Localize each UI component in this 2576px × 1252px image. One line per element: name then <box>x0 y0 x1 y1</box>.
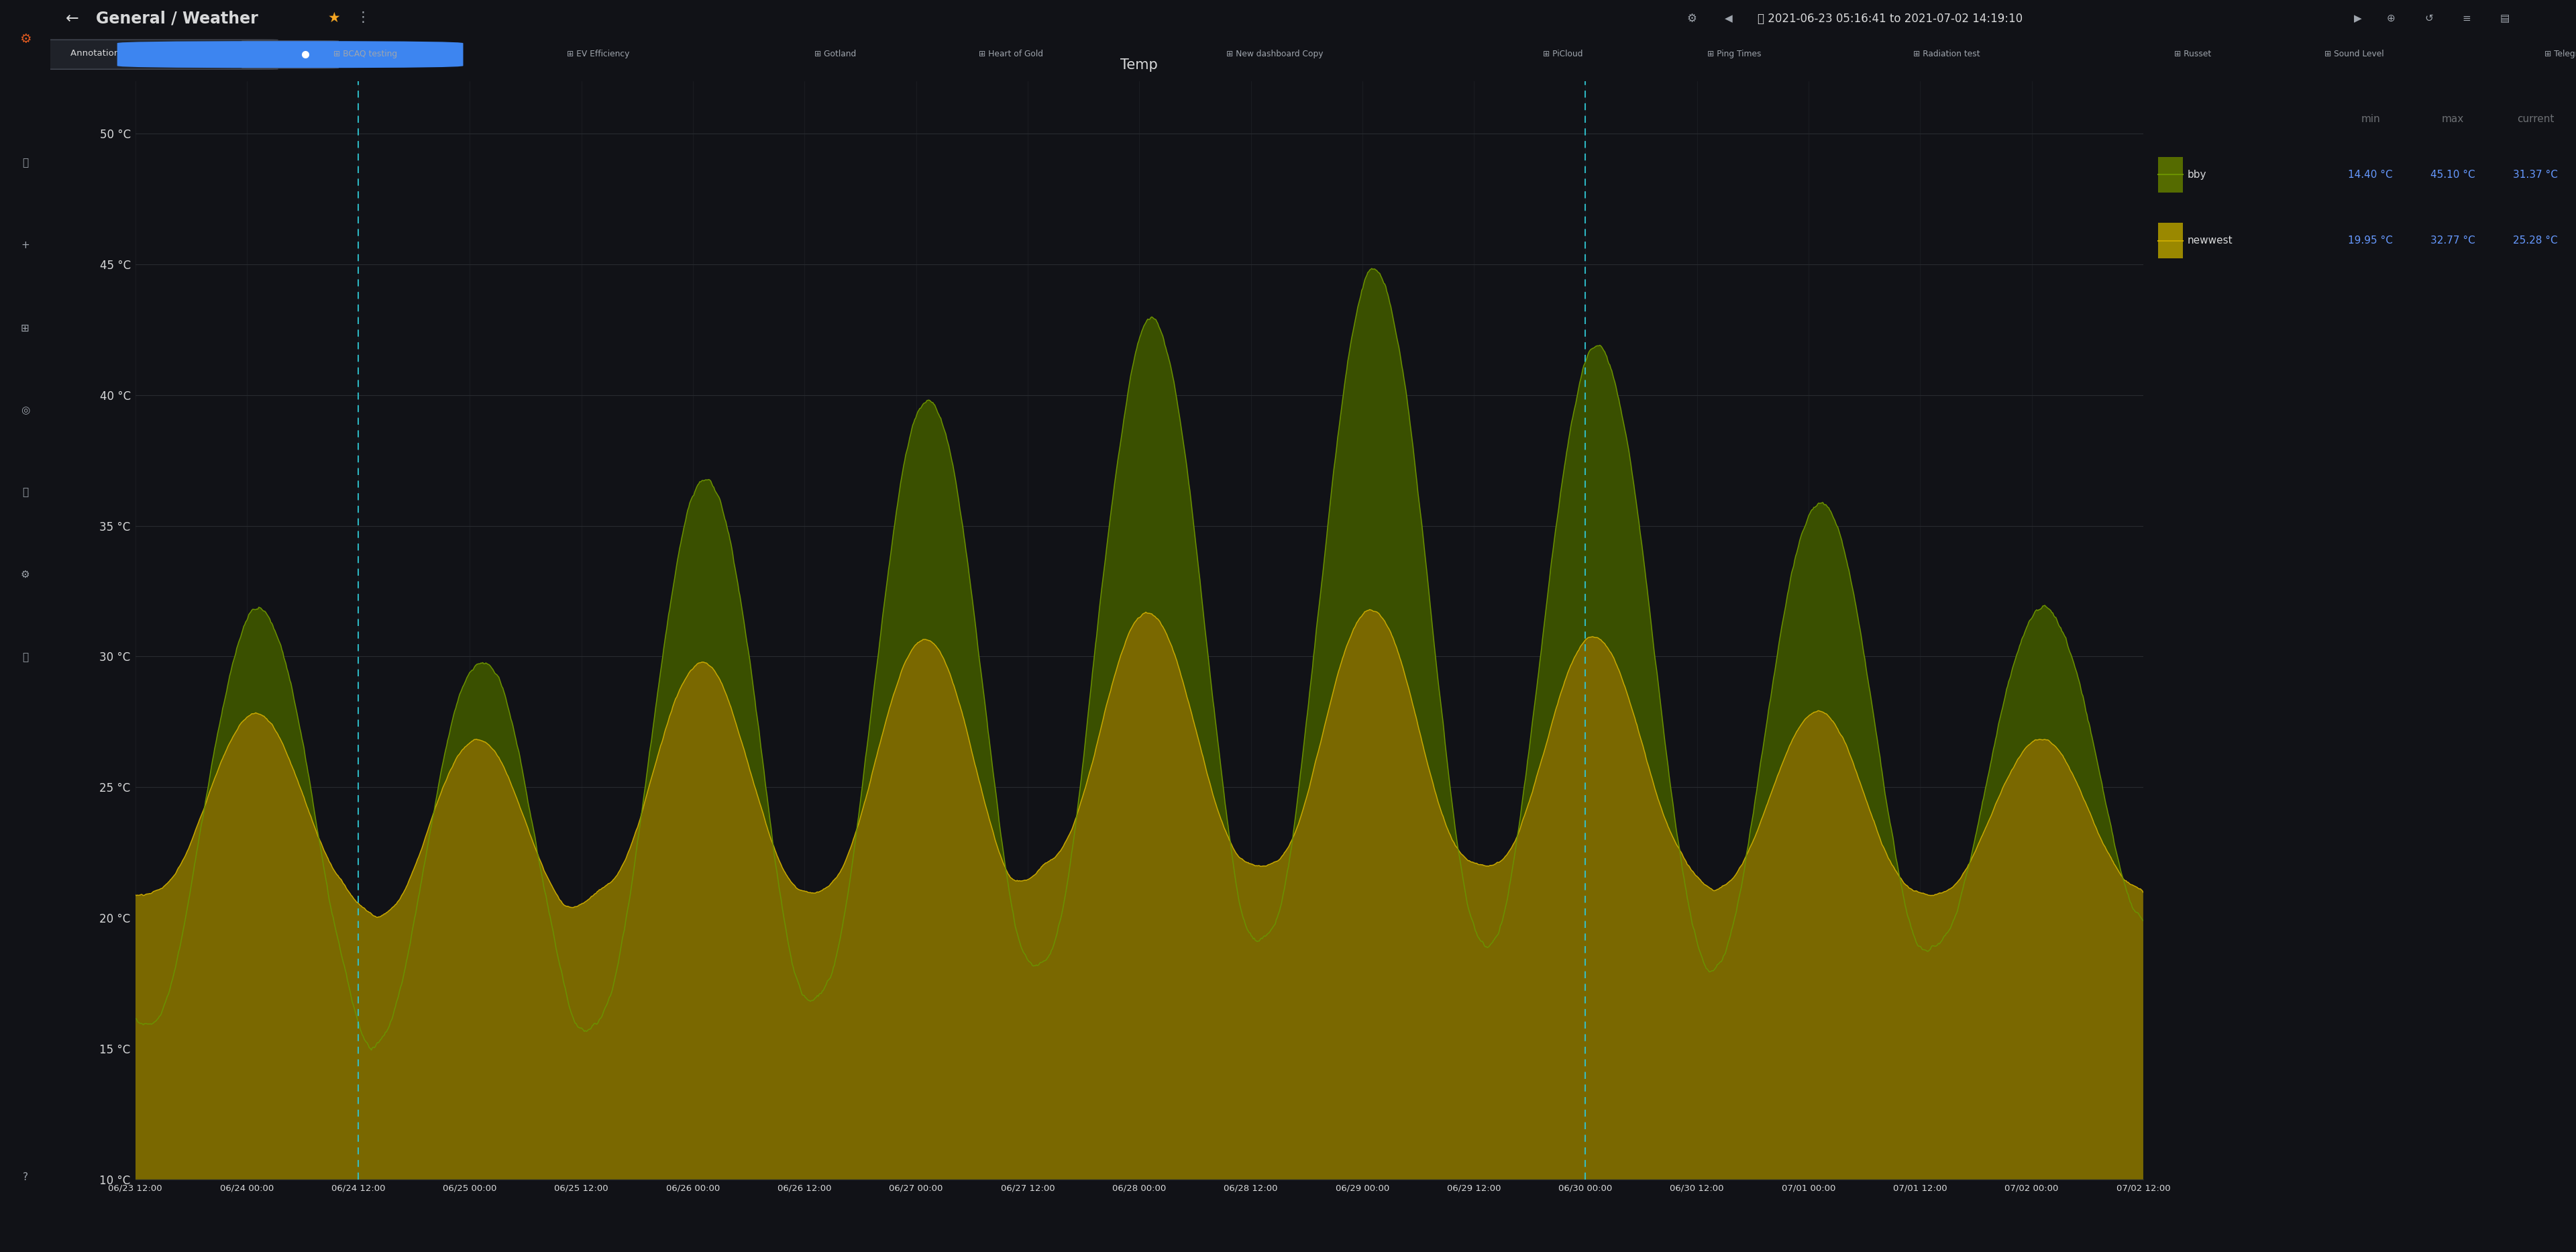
Text: ?: ? <box>23 1172 28 1182</box>
Text: 19.95 °C: 19.95 °C <box>2347 235 2393 245</box>
Text: +: + <box>21 240 28 250</box>
Text: max: max <box>2442 114 2465 124</box>
Text: ⚙: ⚙ <box>1687 13 1698 25</box>
Text: bby: bby <box>2187 170 2205 180</box>
Text: newwest: newwest <box>2187 235 2233 245</box>
Text: ⊞ Ping Times: ⊞ Ping Times <box>1708 50 1762 59</box>
Text: ⊞ Gotland: ⊞ Gotland <box>814 50 855 59</box>
Text: 🔍: 🔍 <box>23 158 28 168</box>
FancyBboxPatch shape <box>242 41 337 68</box>
Text: ⊞ Heart of Gold: ⊞ Heart of Gold <box>979 50 1043 59</box>
Text: 14.40 °C: 14.40 °C <box>2349 170 2393 180</box>
Text: ★: ★ <box>327 11 340 25</box>
Text: 🔔: 🔔 <box>23 487 28 497</box>
Text: ⊞ PiCloud: ⊞ PiCloud <box>1543 50 1582 59</box>
Text: ⋮: ⋮ <box>355 11 371 25</box>
Text: ⊞ Telegraf metrics: ⊞ Telegraf metrics <box>2545 50 2576 59</box>
Text: ⊞ Russet: ⊞ Russet <box>2174 50 2210 59</box>
Text: ⚙: ⚙ <box>18 33 31 45</box>
Text: ◀: ◀ <box>1726 14 1734 24</box>
Text: 32.77 °C: 32.77 °C <box>2432 235 2476 245</box>
Text: ⏱ 2021-06-23 05:16:41 to 2021-07-02 14:19:10: ⏱ 2021-06-23 05:16:41 to 2021-07-02 14:1… <box>1757 13 2022 25</box>
Text: Temp: Temp <box>1121 59 1159 71</box>
Text: ▤: ▤ <box>2501 14 2509 24</box>
Text: ⊞ Sound Level: ⊞ Sound Level <box>2324 50 2385 59</box>
FancyBboxPatch shape <box>116 41 464 68</box>
Text: 45.10 °C: 45.10 °C <box>2432 170 2476 180</box>
Bar <box>2159 223 2182 258</box>
Text: ⊞ New dashboard Copy: ⊞ New dashboard Copy <box>1226 50 1324 59</box>
Text: ◎: ◎ <box>21 406 28 416</box>
Text: ⊞ BCAQ testing: ⊞ BCAQ testing <box>332 50 397 59</box>
FancyBboxPatch shape <box>36 40 278 69</box>
Text: ←: ← <box>64 10 80 26</box>
Text: ↺: ↺ <box>2424 14 2432 24</box>
Text: 31.37 °C: 31.37 °C <box>2512 170 2558 180</box>
Text: 25.28 °C: 25.28 °C <box>2514 235 2558 245</box>
Text: 🛡: 🛡 <box>23 652 28 662</box>
Text: Annotations & Alerts: Annotations & Alerts <box>70 49 162 58</box>
Text: min: min <box>2360 114 2380 124</box>
Bar <box>2159 158 2182 193</box>
Text: current: current <box>2517 114 2553 124</box>
Text: ⊞: ⊞ <box>21 323 28 333</box>
Text: ⊞ EV Efficiency: ⊞ EV Efficiency <box>567 50 629 59</box>
Text: General / Weather: General / Weather <box>95 10 258 26</box>
Text: ⊞ Radiation test: ⊞ Radiation test <box>1914 50 1981 59</box>
Text: ⊕: ⊕ <box>2385 14 2396 24</box>
Text: ≡: ≡ <box>2463 14 2470 24</box>
Text: ▶: ▶ <box>2354 14 2362 24</box>
Text: ⚙: ⚙ <box>21 570 31 580</box>
